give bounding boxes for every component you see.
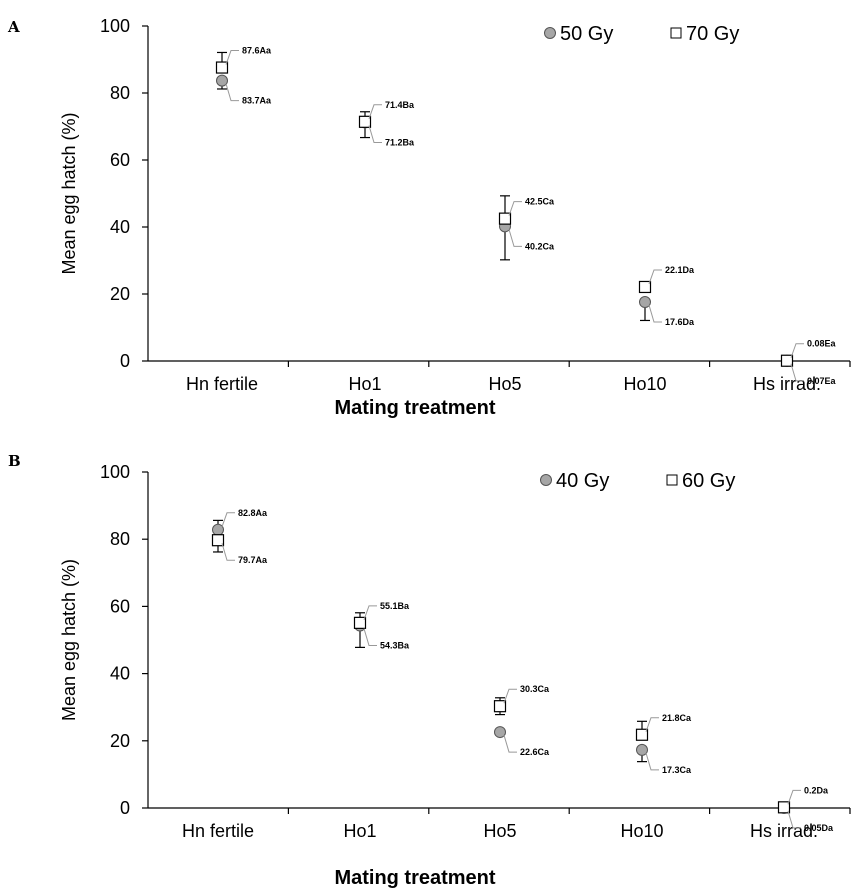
data-label: 82.8Aa <box>238 508 268 518</box>
y-tick-label: 60 <box>110 150 130 170</box>
data-label: 30.3Ca <box>520 684 550 694</box>
data-point-square <box>638 280 652 294</box>
y-tick-label: 60 <box>110 596 130 616</box>
legend-label: 40 Gy <box>556 470 609 492</box>
data-label: 22.1Da <box>665 265 695 275</box>
data-point-circle <box>216 74 228 87</box>
label-leader <box>221 512 235 527</box>
label-leader <box>645 752 659 771</box>
y-axis-title: Mean egg hatch (%) <box>59 559 79 721</box>
data-label: 22.6Ca <box>520 747 550 757</box>
legend-square-marker <box>666 474 678 486</box>
y-tick-label: 20 <box>110 284 130 304</box>
x-tick-label: Ho1 <box>348 374 381 394</box>
panel-a: A 0 20 40 60 80 100 Hn fertile Ho1 Ho5 Ho10 Hs irra… <box>7 16 851 419</box>
x-tick-label: Hs irrad. <box>750 821 818 841</box>
y-tick-label: 40 <box>110 217 130 237</box>
x-tick-label: Ho10 <box>623 374 666 394</box>
data-label: 54.3Ba <box>380 641 410 651</box>
label-leader <box>363 628 377 647</box>
legend-label: 50 Gy <box>560 23 613 45</box>
label-leader <box>503 688 517 704</box>
data-label: 21.8Ca <box>662 713 692 723</box>
legend-label: 70 Gy <box>686 23 739 45</box>
x-axis-title: Mating treatment <box>334 397 495 419</box>
data-point-square <box>777 801 791 814</box>
y-axis-title: Mean egg hatch (%) <box>59 112 79 274</box>
data-point-circle <box>494 726 506 739</box>
y-tick-label: 0 <box>120 351 130 371</box>
label-leader <box>508 201 522 216</box>
data-label: 0.05Da <box>804 823 834 833</box>
y-tick-label: 20 <box>110 731 130 751</box>
panel-letter: B <box>8 452 21 470</box>
data-point-circle <box>636 743 648 756</box>
label-leader <box>368 104 382 119</box>
data-label: 17.6Da <box>665 317 695 327</box>
y-tick-label: 80 <box>110 83 130 103</box>
y-tick-label: 40 <box>110 664 130 684</box>
data-label: 42.5Ca <box>525 197 555 207</box>
data-label: 17.3Ca <box>662 765 692 775</box>
panel-b: B 0 20 40 60 80 100 Hn fertile Ho1 Ho5 Ho10 Hs irra… <box>8 452 851 889</box>
data-point-square <box>211 534 225 547</box>
x-tick-label: Ho1 <box>343 821 376 841</box>
legend-circle-marker <box>540 474 552 486</box>
data-label: 0.2Da <box>804 785 829 795</box>
label-leader <box>790 343 804 358</box>
x-tick-label: Ho5 <box>488 374 521 394</box>
data-label: 79.7Aa <box>238 555 268 565</box>
data-point-square <box>493 700 507 713</box>
data-label: 71.2Ba <box>385 137 415 147</box>
y-tick-label: 0 <box>120 798 130 818</box>
y-tick-label: 80 <box>110 529 130 549</box>
data-point-square <box>353 616 367 629</box>
legend-label: 60 Gy <box>682 470 735 492</box>
label-leader <box>648 304 662 323</box>
data-point-square <box>215 61 229 74</box>
data-label: 55.1Ba <box>380 601 410 611</box>
label-leader <box>221 543 235 561</box>
data-label: 71.4Ba <box>385 100 415 110</box>
y-tick-label: 100 <box>100 462 130 482</box>
data-label: 87.6Aa <box>242 46 272 56</box>
data-label: 83.7Aa <box>242 96 272 106</box>
x-tick-label: Hn fertile <box>186 374 258 394</box>
data-point-square <box>780 354 794 367</box>
label-leader <box>648 269 662 285</box>
label-leader <box>787 789 801 805</box>
x-tick-label: Hn fertile <box>182 821 254 841</box>
data-label: 40.2Ca <box>525 241 555 251</box>
data-point-square <box>498 212 512 225</box>
x-axis-title: Mating treatment <box>334 867 495 889</box>
data-label: 0.07Ea <box>807 376 837 386</box>
legend-circle-marker <box>544 27 556 39</box>
data-point-square <box>635 728 649 741</box>
panel-letter: A <box>7 18 20 36</box>
label-leader <box>503 734 517 753</box>
data-point-circle <box>639 296 651 309</box>
x-tick-label: Hs irrad. <box>753 374 821 394</box>
label-leader <box>645 717 659 732</box>
label-leader <box>368 125 382 143</box>
y-tick-label: 100 <box>100 16 130 36</box>
x-tick-label: Ho5 <box>483 821 516 841</box>
x-tick-label: Ho10 <box>620 821 663 841</box>
legend-square-marker <box>670 27 682 39</box>
data-label: 0.08Ea <box>807 339 837 349</box>
label-leader <box>225 50 239 65</box>
label-leader <box>508 229 522 247</box>
data-point-square <box>358 115 372 128</box>
label-leader <box>787 810 801 829</box>
label-leader <box>363 605 377 621</box>
label-leader <box>790 363 804 382</box>
label-leader <box>225 83 239 102</box>
